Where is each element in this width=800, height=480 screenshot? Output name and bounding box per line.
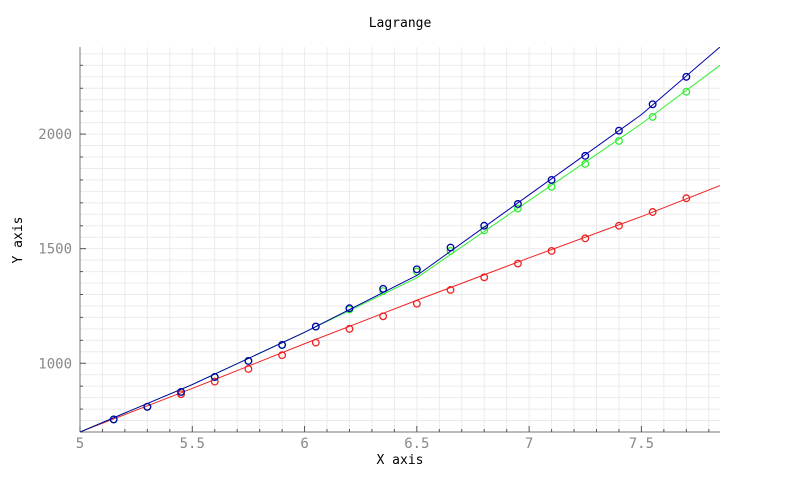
data-point [648, 100, 657, 109]
y-tick-label: 2000 [38, 127, 72, 143]
data-point [244, 357, 253, 365]
series-0 [80, 47, 720, 432]
x-tick-label: 6.5 [404, 436, 429, 452]
data-point [480, 273, 489, 282]
data-point [648, 112, 657, 121]
series-group [80, 47, 720, 432]
x-tick-label: 5.5 [180, 436, 205, 452]
data-point [177, 390, 186, 399]
y-axis-label: Y axis [11, 217, 26, 264]
data-point [614, 126, 623, 135]
data-point [412, 265, 421, 274]
data-point [547, 247, 556, 255]
data-point [311, 338, 320, 347]
data-point [345, 304, 354, 313]
data-point [513, 204, 522, 213]
data-point [379, 284, 388, 293]
data-point [581, 151, 590, 160]
data-point [614, 221, 623, 230]
data-point [412, 299, 421, 308]
x-tick-label: 7 [525, 436, 533, 452]
data-point [581, 159, 590, 168]
x-tick-label: 7.5 [629, 436, 654, 452]
data-point [311, 322, 320, 331]
data-point [109, 415, 118, 424]
data-point [446, 285, 455, 294]
data-point [345, 324, 354, 333]
chart-title: Lagrange [369, 16, 432, 31]
data-point [446, 243, 455, 252]
x-tick-label: 6 [300, 436, 308, 452]
data-point [278, 351, 287, 360]
data-point [614, 137, 623, 145]
data-point [143, 402, 152, 411]
data-point [682, 72, 691, 81]
y-tick-label: 1000 [38, 356, 72, 372]
data-point [648, 208, 657, 216]
data-point [547, 175, 556, 184]
x-tick-label: 5 [76, 436, 84, 452]
data-point [210, 377, 219, 386]
data-point [480, 221, 489, 230]
y-tick-label: 1500 [38, 242, 72, 258]
data-point [210, 373, 219, 381]
grid [79, 47, 720, 433]
axes: 5 5.5 6 6.5 7 7.5 1000 1500 2000 [38, 47, 720, 452]
x-axis-label: X axis [377, 453, 424, 468]
data-point [682, 87, 691, 96]
data-point [244, 365, 253, 373]
data-point [513, 259, 522, 268]
data-point [513, 200, 522, 208]
data-point [278, 340, 287, 349]
data-point [177, 387, 186, 396]
data-point [682, 194, 691, 203]
data-point [581, 234, 590, 243]
data-point [379, 312, 388, 321]
series-line [80, 47, 720, 432]
data-point [446, 247, 455, 255]
series-2 [80, 185, 720, 432]
